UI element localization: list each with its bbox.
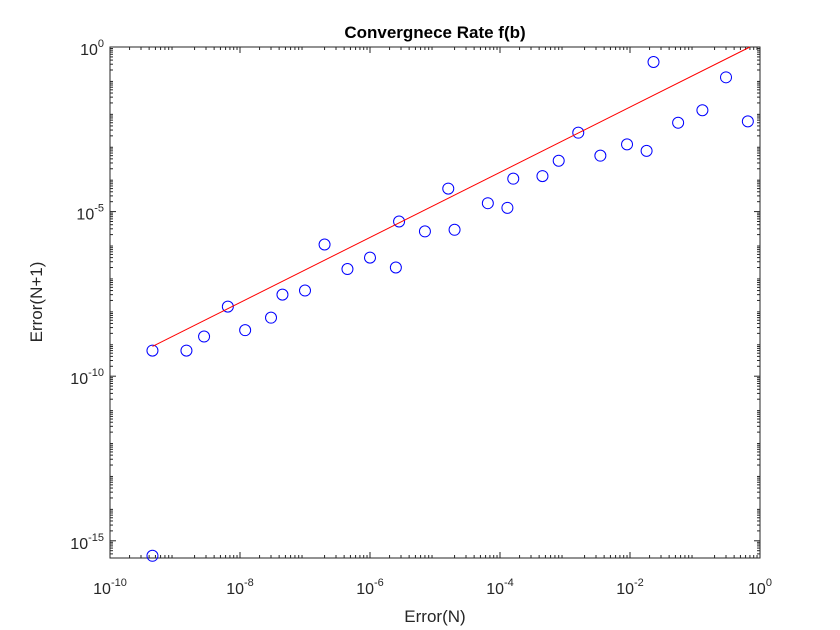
- data-point: [239, 324, 252, 337]
- data-point: [265, 311, 278, 324]
- x-tick-labels: 10-10 10-8 10-6 10-4 10-2 100: [93, 577, 772, 598]
- data-point: [393, 215, 406, 228]
- chart-title: Convergnece Rate f(b): [344, 23, 525, 42]
- data-point: [418, 225, 431, 238]
- data-point: [501, 201, 514, 214]
- data-point: [672, 116, 685, 129]
- plot-background: [110, 47, 760, 558]
- y-tick-label: 10-15: [70, 532, 104, 553]
- data-point: [572, 126, 585, 139]
- data-point: [448, 223, 461, 236]
- y-tick-labels: 10-15 10-10 10-5 100: [70, 38, 104, 553]
- data-point: [640, 144, 653, 157]
- x-tick-label: 100: [748, 577, 772, 598]
- fit-line: [152, 46, 751, 347]
- y-tick-label: 100: [80, 38, 104, 59]
- x-axis-label: Error(N): [404, 607, 465, 626]
- data-point: [146, 344, 159, 357]
- x-tick-label: 10-4: [486, 577, 514, 598]
- data-point: [341, 263, 354, 276]
- data-point: [621, 138, 634, 151]
- x-tick-label: 10-6: [356, 577, 384, 598]
- data-point: [720, 71, 733, 84]
- data-point: [552, 154, 565, 167]
- data-point: [276, 288, 289, 301]
- y-tick-label: 10-5: [76, 203, 104, 224]
- data-point: [594, 149, 607, 162]
- data-point: [389, 261, 402, 274]
- x-tick-label: 10-8: [226, 577, 254, 598]
- y-axis-label: Error(N+1): [27, 262, 46, 343]
- series-layer: [146, 46, 754, 562]
- data-point: [221, 300, 234, 313]
- x-tick-label: 10-2: [616, 577, 644, 598]
- data-point: [481, 197, 494, 210]
- data-point: [507, 172, 520, 185]
- data-point: [318, 238, 331, 251]
- data-point: [647, 56, 660, 69]
- data-point: [741, 115, 754, 128]
- data-point: [180, 344, 193, 357]
- data-point: [364, 251, 376, 264]
- data-point: [198, 330, 211, 343]
- data-point: [536, 170, 549, 183]
- data-point: [146, 549, 159, 562]
- x-tick-label: 10-10: [93, 577, 127, 598]
- data-point: [442, 182, 455, 195]
- data-point: [696, 104, 709, 117]
- plot-frame: [109, 46, 761, 559]
- data-point: [299, 284, 311, 297]
- y-tick-label: 10-10: [70, 367, 104, 388]
